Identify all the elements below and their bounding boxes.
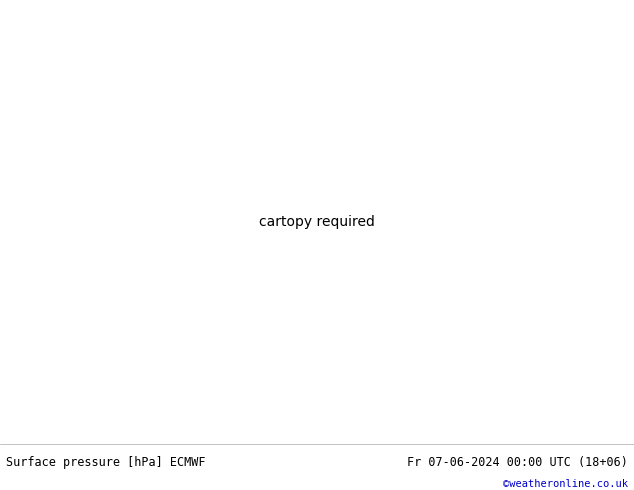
Text: cartopy required: cartopy required [259, 215, 375, 229]
Text: ©weatheronline.co.uk: ©weatheronline.co.uk [503, 479, 628, 490]
Text: Surface pressure [hPa] ECMWF: Surface pressure [hPa] ECMWF [6, 456, 206, 468]
Text: Fr 07-06-2024 00:00 UTC (18+06): Fr 07-06-2024 00:00 UTC (18+06) [407, 456, 628, 468]
